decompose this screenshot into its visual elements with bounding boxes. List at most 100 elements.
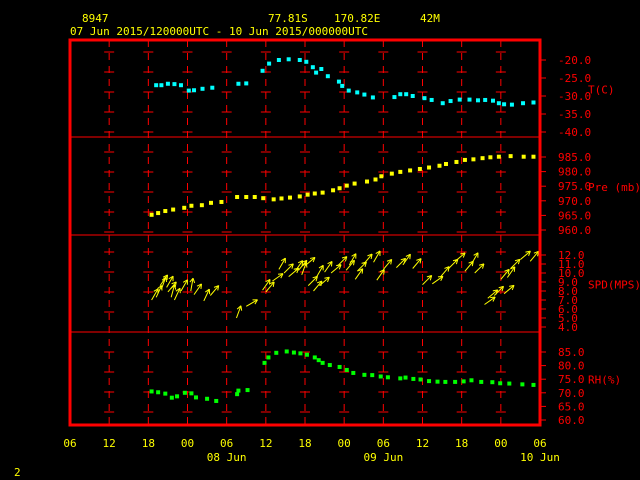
wind-arrow-shaft (278, 257, 286, 270)
humidity-point (411, 376, 416, 381)
temperature-point (286, 57, 291, 62)
panel-wind: 4.05.06.07.08.09.010.011.012.0 SPD(MPS) (151, 249, 640, 334)
wind-arrow-shaft (348, 253, 357, 266)
wind-arrow-shaft (484, 296, 496, 305)
pressure-point (389, 171, 394, 176)
y-tick-label: 9.0 (558, 276, 578, 289)
y-tick-label: 75.0 (558, 373, 585, 386)
wind-arrow-head (153, 288, 159, 292)
y-tick-label: -35.0 (558, 108, 591, 121)
y-tick-label: 7.0 (558, 294, 578, 307)
y-tick-label: -30.0 (558, 90, 591, 103)
temperature-point (178, 83, 183, 88)
x-tick-label: 00 (338, 437, 351, 450)
wind-arrow-head (514, 258, 520, 262)
temperature-point (398, 92, 403, 97)
temperature-point (304, 59, 309, 64)
humidity-point (182, 390, 187, 395)
wind-arrow-head (254, 299, 258, 305)
humidity-point (316, 358, 321, 363)
pressure-point (271, 197, 276, 202)
wind-arrow-head (367, 253, 373, 257)
wind-arrow-shaft (506, 266, 516, 278)
footer-number: 2 (14, 466, 21, 479)
pressure-point (149, 212, 154, 217)
temperature-point (502, 102, 507, 107)
wind-arrow-head (444, 266, 450, 269)
humidity-point (189, 391, 194, 396)
wind-arrow-shaft (337, 256, 348, 267)
wind-arrow (294, 260, 304, 272)
wind-arrow-head (375, 250, 381, 254)
wind-arrow-head (317, 280, 323, 284)
humidity-point (378, 374, 383, 379)
wind-arrow (209, 285, 220, 296)
wind-arrow-head (390, 259, 393, 265)
pressure-point (305, 192, 310, 197)
wind-arrow (529, 250, 540, 262)
wind-arrow-head (409, 254, 411, 260)
humidity-point (245, 388, 250, 393)
wind-arrow-shaft (500, 269, 510, 280)
wind-arrow-head (525, 250, 531, 253)
temperature-point (410, 94, 415, 98)
y-tick-label: 80.0 (558, 360, 585, 373)
wind-arrow (203, 288, 211, 302)
humidity-point (327, 363, 332, 368)
wind-arrow-head (296, 268, 300, 274)
temperature-point (186, 88, 191, 93)
wind-arrow-head (280, 273, 284, 279)
wind-arrow (265, 281, 275, 293)
wind-arrow-shaft (283, 263, 294, 274)
humidity-point (304, 352, 309, 357)
y-tick-label: 8.0 (558, 285, 578, 298)
wind-arrow-shaft (151, 288, 159, 301)
humidity-point (320, 360, 325, 365)
temperature-point (521, 101, 526, 106)
chart-frame (68, 38, 542, 427)
wind-arrow (246, 299, 258, 307)
wind-arrow-head (324, 276, 330, 279)
wind-arrow-head (192, 278, 196, 284)
wind-arrow-shaft (529, 251, 539, 262)
wind-arrow (503, 284, 515, 295)
humidity-point (351, 370, 356, 375)
wind-arrow-shaft (301, 262, 307, 275)
wind-arrow-head (353, 260, 355, 266)
wind-arrow-head (504, 268, 510, 272)
x-tick-label: 18 (142, 437, 155, 450)
wind-arrow (520, 250, 531, 260)
y-tick-label: -40.0 (558, 126, 591, 139)
wind-arrow-head (171, 281, 177, 285)
temperature-point (355, 90, 360, 95)
temperature-point (429, 97, 434, 102)
station-longitude: 170.82E (334, 12, 380, 25)
temperature-point (370, 95, 375, 100)
wind-arrow-shaft (363, 253, 373, 265)
temperature-point (325, 74, 330, 79)
pressure-point (156, 211, 161, 216)
pressure-point (312, 191, 317, 196)
wind-arrow-head (297, 260, 303, 264)
wind-arrow-shaft (474, 263, 485, 274)
wind-arrow-head (327, 277, 330, 283)
y-axis-label: Pre (mb) (588, 181, 640, 194)
wind-arrow (510, 258, 521, 269)
temperature-point (200, 86, 205, 91)
pressure-point (444, 162, 448, 167)
wind-arrow-shaft (402, 253, 411, 266)
humidity-point (427, 379, 432, 384)
pressure-point (337, 186, 342, 191)
wind-arrow (166, 275, 174, 288)
wind-arrow (316, 264, 324, 277)
wind-arrow (454, 252, 466, 262)
wind-arrow-head (344, 256, 348, 262)
wind-arrow-head (293, 267, 299, 270)
y-tick-label: 70.0 (558, 387, 585, 400)
temperature-point (422, 96, 427, 101)
wind-arrow-head (269, 281, 275, 285)
wind-arrow-shaft (330, 264, 342, 274)
wind-arrow-head (301, 259, 308, 263)
humidity-point (214, 398, 219, 403)
